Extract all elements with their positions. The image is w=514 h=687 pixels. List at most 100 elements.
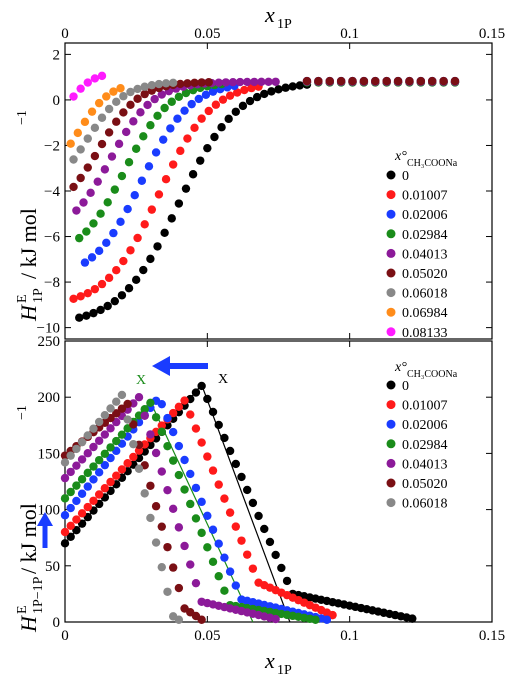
bottom-legend-label: 0	[402, 379, 409, 394]
top-point-series-6	[119, 92, 128, 101]
bottom-point-series-3	[203, 543, 212, 552]
top-point-series-6	[147, 80, 157, 90]
bottom-legend-title: x° CH₃COONa	[394, 360, 458, 380]
bottom-point-series-4	[140, 411, 149, 420]
top-point-series-0	[160, 228, 169, 237]
bottom-point-series-3	[117, 430, 127, 439]
top-point-series-0	[75, 313, 84, 322]
bottom-point-series-6	[117, 390, 127, 400]
bottom-point-series-2	[208, 525, 218, 534]
bottom-point-series-1	[208, 466, 218, 475]
bottom-point-series-1	[129, 452, 138, 462]
top-point-series-4	[93, 177, 102, 186]
top-point-series-1	[112, 266, 121, 275]
bottom-point-series-4	[83, 449, 92, 458]
top-point-series-6	[90, 123, 100, 133]
bottom-point-series-1	[89, 496, 98, 505]
top-point-series-6	[104, 104, 114, 114]
bottom-point-series-1	[248, 564, 258, 573]
bottom-point-series-1	[214, 480, 223, 489]
top-point-series-5	[126, 100, 135, 110]
top-legend-marker	[386, 209, 396, 219]
top-point-series-1	[176, 146, 185, 156]
top-point-tail-series-5	[348, 76, 357, 86]
top-point-tail-series-5	[450, 76, 460, 86]
top-point-series-2	[180, 106, 189, 115]
top-point-series-3	[167, 97, 176, 106]
bottom-point-series-2	[197, 497, 206, 507]
top-point-series-2	[201, 90, 211, 100]
top-point-series-3	[82, 227, 91, 236]
top-point-series-5	[119, 108, 128, 117]
bottom-legend-label: 0.01007	[402, 399, 448, 414]
bottom-point-series-6	[66, 451, 75, 460]
bottom-y-tick-label: 50	[45, 559, 60, 575]
top-point-series-0	[288, 82, 297, 91]
bottom-point-series-6	[157, 562, 166, 572]
bottom-point-series-2	[191, 483, 201, 493]
top-point-series-3	[103, 198, 112, 207]
top-point-tail-series-5	[393, 76, 403, 86]
bottom-point-series-1	[220, 494, 229, 503]
bottom-point-series-5	[174, 583, 184, 593]
top-y-tick-label: −2	[44, 138, 60, 154]
top-y-axis-title: H E 1P / kJ mol −1	[15, 110, 46, 322]
top-point-series-0	[196, 156, 205, 165]
top-point-series-4	[122, 127, 131, 137]
bottom-point-series-6	[129, 439, 138, 449]
top-y-tick-label: 2	[53, 47, 61, 63]
top-legend-label: 0.08133	[402, 326, 448, 341]
top-legend-marker	[386, 248, 396, 258]
top-point-series-0	[260, 89, 269, 99]
top-point-series-0	[124, 284, 134, 293]
top-legend-title: x° CH₃COONa	[394, 149, 458, 169]
bottom-legend-marker	[386, 439, 396, 449]
top-point-series-6	[76, 145, 85, 154]
bottom-point-series-1	[60, 527, 70, 537]
top-point-series-1	[90, 284, 100, 294]
bottom-point-series-3	[311, 615, 320, 624]
bottom-point-series-6	[112, 397, 121, 406]
svg-text:1P: 1P	[31, 288, 46, 303]
top-point-series-1	[76, 292, 85, 301]
bottom-x-tick-label: 0.1	[340, 628, 359, 644]
top-point-series-3	[131, 144, 141, 153]
top-point-series-2	[187, 99, 196, 109]
top-point-series-0	[117, 291, 127, 300]
bottom-point-series-1	[174, 402, 184, 412]
bottom-point-series-4	[66, 467, 75, 477]
top-point-series-6	[161, 79, 171, 88]
top-point-series-3	[146, 121, 155, 130]
top-point-series-5	[83, 163, 92, 172]
bottom-point-series-2	[77, 489, 87, 498]
svg-text:H: H	[16, 304, 41, 322]
bottom-point-series-3	[94, 455, 104, 465]
bottom-point-series-0	[237, 472, 246, 482]
top-point-series-8	[69, 92, 78, 101]
bottom-point-series-6	[72, 444, 81, 454]
bottom-point-series-4	[72, 461, 81, 470]
top-point-series-0	[89, 308, 98, 318]
bottom-point-series-0	[214, 420, 223, 430]
bottom-point-series-3	[208, 557, 218, 566]
top-legend-label: 0.06984	[402, 306, 448, 321]
bottom-legend-label: 0.02984	[402, 438, 448, 453]
top-x-tick-label: 0.15	[479, 26, 505, 42]
top-point-series-4	[264, 77, 273, 87]
svg-text:H: H	[16, 615, 41, 633]
bottom-point-series-3	[180, 485, 189, 494]
top-point-series-4	[150, 94, 159, 104]
top-point-series-0	[295, 81, 305, 90]
bottom-point-series-5	[157, 522, 166, 531]
top-legend-marker	[386, 288, 396, 298]
bottom-point-series-2	[157, 399, 166, 409]
bottom-point-series-6	[89, 424, 98, 433]
bottom-point-series-3	[174, 470, 184, 480]
bottom-point-series-3	[163, 441, 172, 451]
bottom-point-series-2	[231, 581, 240, 590]
top-point-series-1	[218, 95, 228, 104]
bottom-point-series-4	[151, 448, 161, 458]
top-point-series-6	[83, 134, 92, 143]
bottom-point-series-3	[186, 499, 195, 509]
bottom-point-series-3	[72, 481, 81, 490]
